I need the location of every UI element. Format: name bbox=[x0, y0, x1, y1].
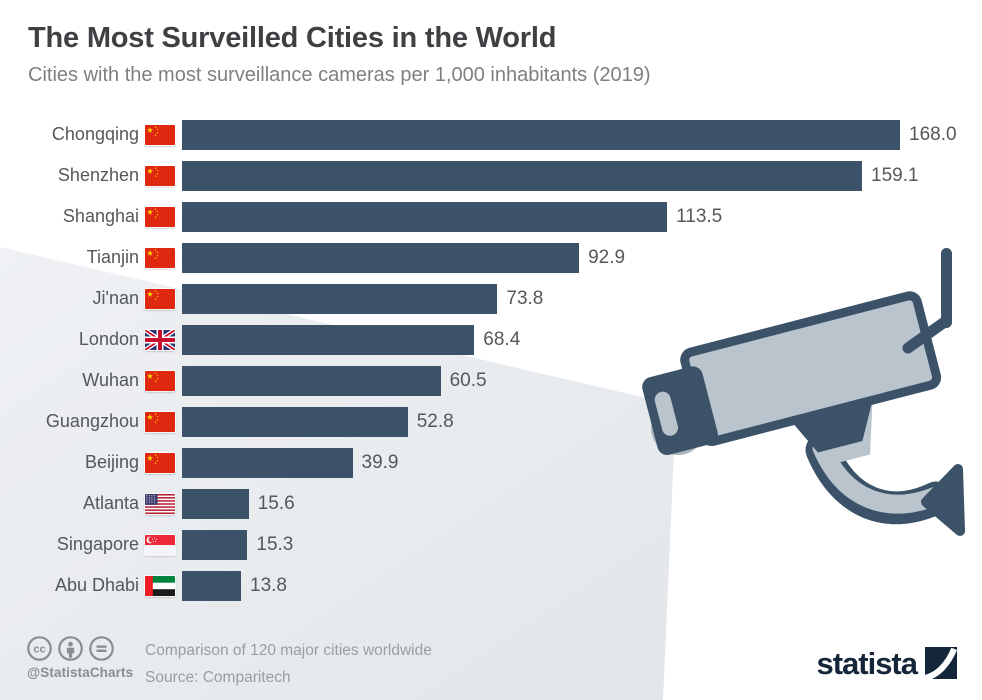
city-label: Shanghai bbox=[62, 206, 139, 226]
flag-china-icon bbox=[145, 411, 175, 432]
notes-block: Comparison of 120 major cities worldwide… bbox=[145, 637, 432, 691]
bar bbox=[182, 529, 248, 560]
camera-bracket bbox=[791, 400, 873, 453]
camera-wall-bracket bbox=[921, 464, 965, 536]
city-label: Shenzhen bbox=[57, 165, 139, 185]
camera-body-group bbox=[642, 291, 942, 466]
chart-row: Atlanta 15.6 bbox=[0, 483, 982, 524]
city-label: Atlanta bbox=[82, 493, 139, 513]
svg-text:cc: cc bbox=[33, 644, 45, 656]
bar bbox=[182, 242, 580, 273]
chart-note: Comparison of 120 major cities worldwide bbox=[145, 642, 432, 659]
chart-row: Chongqing 168.0 bbox=[0, 114, 982, 155]
source-note: Source: Comparitech bbox=[145, 669, 291, 686]
city-label: London bbox=[78, 329, 139, 349]
value-label: 73.8 bbox=[506, 287, 544, 309]
city-label: Beijing bbox=[84, 452, 139, 472]
flag-china-icon bbox=[145, 206, 175, 227]
chart-row: Singapore 15.3 bbox=[0, 524, 982, 565]
chart-row: Shenzhen 159.1 bbox=[0, 155, 982, 196]
flag-singapore-icon bbox=[145, 534, 175, 555]
flag-uk-icon bbox=[145, 329, 175, 350]
chart-row: Guangzhou 52.8 bbox=[0, 401, 982, 442]
flag-china-icon bbox=[145, 247, 175, 268]
camera-antenna-arm bbox=[902, 315, 952, 354]
camera-lens-slot bbox=[654, 391, 678, 436]
page-title: The Most Surveilled Cities in the World bbox=[28, 22, 557, 54]
value-label: 52.8 bbox=[416, 410, 454, 432]
value-label: 68.4 bbox=[483, 328, 521, 350]
license-icons: cc bbox=[27, 636, 133, 661]
bar bbox=[182, 201, 668, 232]
statista-wordmark: statista bbox=[816, 645, 918, 681]
city-label: Ji'nan bbox=[92, 288, 139, 308]
value-label: 39.9 bbox=[361, 451, 399, 473]
flag-china-icon bbox=[145, 124, 175, 145]
city-label: Tianjin bbox=[86, 247, 139, 267]
city-label: Guangzhou bbox=[45, 411, 139, 431]
value-label: 168.0 bbox=[909, 123, 957, 145]
statista-logo: statista bbox=[816, 647, 957, 679]
bar bbox=[182, 488, 249, 519]
value-label: 113.5 bbox=[676, 205, 723, 227]
flag-china-icon bbox=[145, 288, 175, 309]
footer: cc @StatistaCharts Comparison of 120 maj… bbox=[0, 632, 982, 700]
value-label: 92.9 bbox=[588, 246, 626, 268]
statista-charts-handle: @StatistaCharts bbox=[27, 665, 134, 680]
city-label: Wuhan bbox=[82, 370, 139, 390]
attribution-icon bbox=[58, 636, 83, 661]
flag-china-icon bbox=[145, 370, 175, 391]
value-label: 159.1 bbox=[871, 164, 919, 186]
creative-commons-icon: cc bbox=[27, 636, 52, 661]
value-label: 15.6 bbox=[257, 492, 295, 514]
bar bbox=[182, 119, 900, 150]
bar bbox=[182, 447, 353, 478]
city-label: Abu Dhabi bbox=[54, 575, 139, 595]
bar bbox=[182, 406, 408, 437]
page-subtitle: Cities with the most surveillance camera… bbox=[28, 64, 651, 87]
bar bbox=[182, 160, 862, 191]
chart-row: Beijing 39.9 bbox=[0, 442, 982, 483]
value-label: 15.3 bbox=[256, 533, 294, 555]
value-label: 13.8 bbox=[250, 574, 287, 596]
camera-front bbox=[642, 366, 718, 456]
bar bbox=[182, 283, 498, 314]
flag-usa-icon bbox=[145, 493, 175, 514]
city-label: Chongqing bbox=[51, 124, 139, 144]
bar bbox=[182, 365, 441, 396]
statista-logo-mark-icon bbox=[925, 647, 957, 679]
chart-row: London 68.4 bbox=[0, 319, 982, 360]
chart-row: Shanghai 113.5 bbox=[0, 196, 982, 237]
flag-china-icon bbox=[145, 165, 175, 186]
license-block: cc @StatistaCharts bbox=[27, 636, 133, 680]
value-label: 60.5 bbox=[449, 369, 487, 391]
chart-row: Tianjin 92.9 bbox=[0, 237, 982, 278]
bar-chart: Chongqing 168.0 Shenzhen 159.1 Shanghai 11… bbox=[0, 114, 982, 606]
flag-uae-icon bbox=[145, 575, 175, 596]
chart-row: Abu Dhabi 13.8 bbox=[0, 565, 982, 606]
city-label: Singapore bbox=[56, 534, 139, 554]
flag-china-icon bbox=[145, 452, 175, 473]
chart-row: Wuhan 60.5 bbox=[0, 360, 982, 401]
chart-row: Ji'nan 73.8 bbox=[0, 278, 982, 319]
bar bbox=[182, 570, 241, 601]
header: The Most Surveilled Cities in the World … bbox=[28, 22, 651, 87]
bar bbox=[182, 324, 475, 355]
equals-icon bbox=[89, 636, 114, 661]
camera-antenna-mast bbox=[941, 248, 952, 328]
